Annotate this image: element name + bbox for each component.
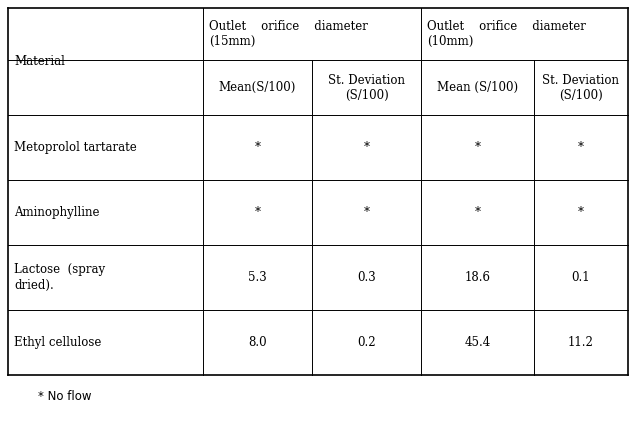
Text: *: * [475, 206, 480, 219]
Text: Metoprolol tartarate: Metoprolol tartarate [14, 141, 137, 154]
Text: Lactose  (spray
dried).: Lactose (spray dried). [14, 264, 105, 292]
Text: *: * [364, 206, 369, 219]
Text: *: * [578, 206, 584, 219]
Text: Outlet    orifice    diameter
(15mm): Outlet orifice diameter (15mm) [209, 20, 368, 48]
Text: 18.6: 18.6 [464, 271, 491, 284]
Text: 11.2: 11.2 [568, 336, 594, 349]
Text: 0.1: 0.1 [572, 271, 590, 284]
Text: Aminophylline: Aminophylline [14, 206, 100, 219]
Text: Mean(S/100): Mean(S/100) [219, 81, 296, 94]
Text: * No flow: * No flow [38, 391, 91, 403]
Text: *: * [475, 141, 480, 154]
Text: St. Deviation
(S/100): St. Deviation (S/100) [328, 74, 405, 102]
Text: *: * [578, 141, 584, 154]
Text: 5.3: 5.3 [248, 271, 267, 284]
Text: Outlet    orifice    diameter
(10mm): Outlet orifice diameter (10mm) [427, 20, 586, 48]
Text: 0.2: 0.2 [357, 336, 376, 349]
Text: Material: Material [14, 55, 65, 68]
Text: *: * [255, 141, 260, 154]
Text: *: * [364, 141, 369, 154]
Text: Mean (S/100): Mean (S/100) [437, 81, 518, 94]
Text: 0.3: 0.3 [357, 271, 376, 284]
Text: Ethyl cellulose: Ethyl cellulose [14, 336, 101, 349]
Text: 45.4: 45.4 [464, 336, 491, 349]
Text: 8.0: 8.0 [248, 336, 267, 349]
Text: St. Deviation
(S/100): St. Deviation (S/100) [542, 74, 619, 102]
Text: *: * [255, 206, 260, 219]
